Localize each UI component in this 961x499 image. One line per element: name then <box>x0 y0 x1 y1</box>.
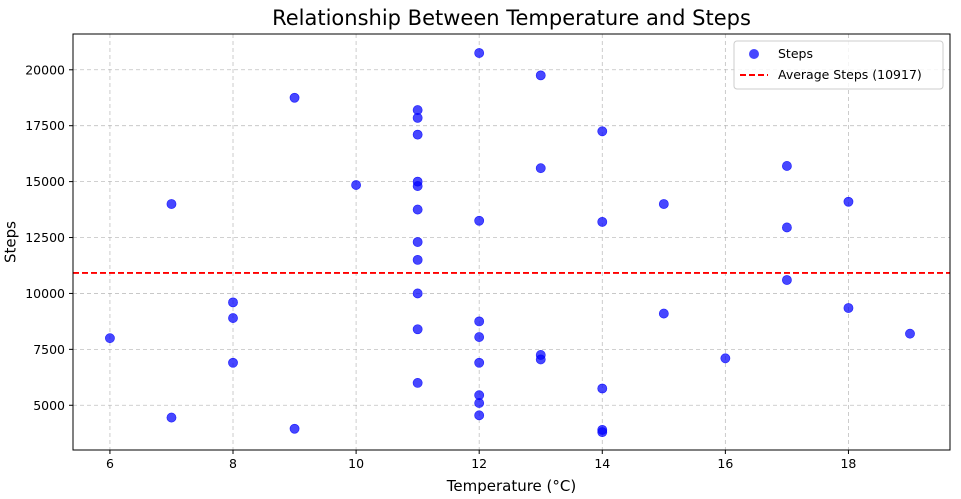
data-points <box>105 48 915 438</box>
data-point <box>597 383 608 394</box>
data-point <box>658 199 669 209</box>
data-point <box>166 199 177 209</box>
legend: Steps Average Steps (10917) <box>733 40 944 90</box>
x-tick-label: 18 <box>840 456 856 471</box>
plot-area-frame <box>72 33 951 451</box>
data-point <box>228 313 238 323</box>
data-point <box>535 70 546 81</box>
x-tick-label: 16 <box>717 456 733 471</box>
data-point <box>535 163 546 174</box>
data-point <box>782 222 792 233</box>
y-axis-ticks: 5000 7500 10000 12500 15000 17500 20000 <box>25 62 73 413</box>
data-point <box>412 112 423 123</box>
data-point <box>412 204 423 215</box>
x-tick-label: 6 <box>106 456 114 471</box>
legend-label-average: Average Steps (10917) <box>778 67 922 82</box>
y-tick-label: 7500 <box>33 342 65 357</box>
data-point <box>474 316 485 327</box>
y-tick-label: 17500 <box>25 118 65 133</box>
x-axis-label: Temperature (°C) <box>446 477 576 495</box>
y-tick-label: 20000 <box>25 62 65 77</box>
data-point <box>474 215 485 226</box>
data-point <box>412 378 423 388</box>
data-point <box>166 412 177 423</box>
data-point <box>535 354 546 365</box>
data-point <box>412 254 423 265</box>
data-point <box>474 48 485 58</box>
legend-marker-steps <box>749 49 759 59</box>
y-tick-label: 15000 <box>25 174 65 189</box>
data-point <box>597 126 608 137</box>
data-point <box>474 357 485 368</box>
x-tick-label: 14 <box>594 456 610 471</box>
x-tick-label: 12 <box>471 456 487 471</box>
data-point <box>597 427 608 438</box>
data-point <box>905 328 915 339</box>
data-point <box>597 216 608 227</box>
data-point <box>228 297 238 308</box>
data-point <box>351 180 362 190</box>
y-tick-label: 10000 <box>25 286 65 301</box>
x-tick-label: 8 <box>229 456 237 471</box>
legend-label-steps: Steps <box>778 46 813 61</box>
x-axis-ticks: 6 8 10 12 14 16 18 <box>106 450 856 471</box>
data-point <box>289 92 300 103</box>
data-point <box>412 288 423 299</box>
data-point <box>782 275 792 285</box>
y-tick-label: 12500 <box>25 230 65 245</box>
data-point <box>474 398 485 408</box>
data-point <box>474 332 485 342</box>
legend-box <box>733 40 944 90</box>
grid <box>73 34 950 450</box>
data-point <box>105 333 115 344</box>
y-tick-label: 5000 <box>33 398 65 413</box>
data-point <box>412 237 423 247</box>
data-point <box>658 308 669 319</box>
y-axis-label: Steps <box>1 221 19 263</box>
data-point <box>412 129 423 140</box>
data-point <box>289 423 300 434</box>
data-point <box>843 303 854 313</box>
chart-title: Relationship Between Temperature and Ste… <box>272 6 751 30</box>
data-point <box>412 181 423 191</box>
data-point <box>474 410 485 421</box>
data-point <box>720 353 731 364</box>
data-point <box>782 161 792 171</box>
data-point <box>228 357 238 368</box>
data-point <box>843 196 854 207</box>
x-tick-label: 10 <box>348 456 364 471</box>
data-point <box>412 324 423 335</box>
